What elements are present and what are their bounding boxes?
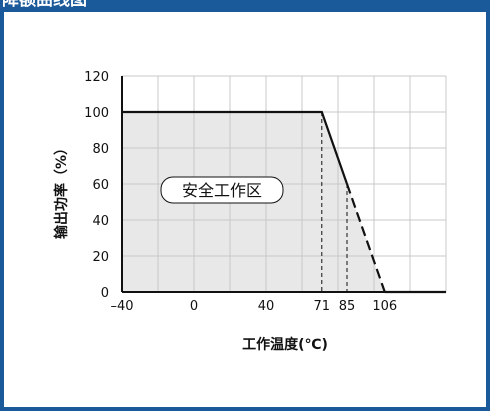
x-axis-title: 工作温度(℃): [242, 336, 328, 353]
x-tick-label: 85: [339, 299, 356, 314]
panel-title: 降额曲线图: [2, 0, 87, 10]
panel-header: 降额曲线图: [0, 0, 490, 12]
x-tick-label: 40: [258, 299, 275, 314]
y-tick-label: 120: [84, 70, 109, 85]
y-tick-label: 20: [92, 250, 109, 265]
safe-zone-label-box: [160, 176, 284, 204]
x-tick-label: 71: [314, 299, 331, 314]
derating-curve-segment: [345, 183, 386, 293]
x-tick-label: 0: [190, 299, 198, 314]
safe-zone-label: 安全工作区: [182, 181, 262, 200]
x-tick-label: –40: [110, 299, 133, 314]
y-tick-label: 0: [101, 286, 109, 301]
y-tick-label: 80: [92, 142, 109, 157]
y-axis-title: 输出功率（%）: [53, 141, 70, 239]
x-tick-label: 106: [372, 299, 397, 314]
y-tick-label: 60: [92, 178, 109, 193]
y-tick-label: 100: [84, 106, 109, 121]
safe-zone-callout: 安全工作区: [160, 176, 284, 204]
y-tick-label: 40: [92, 214, 109, 229]
derating-curve-segment: [122, 110, 349, 185]
